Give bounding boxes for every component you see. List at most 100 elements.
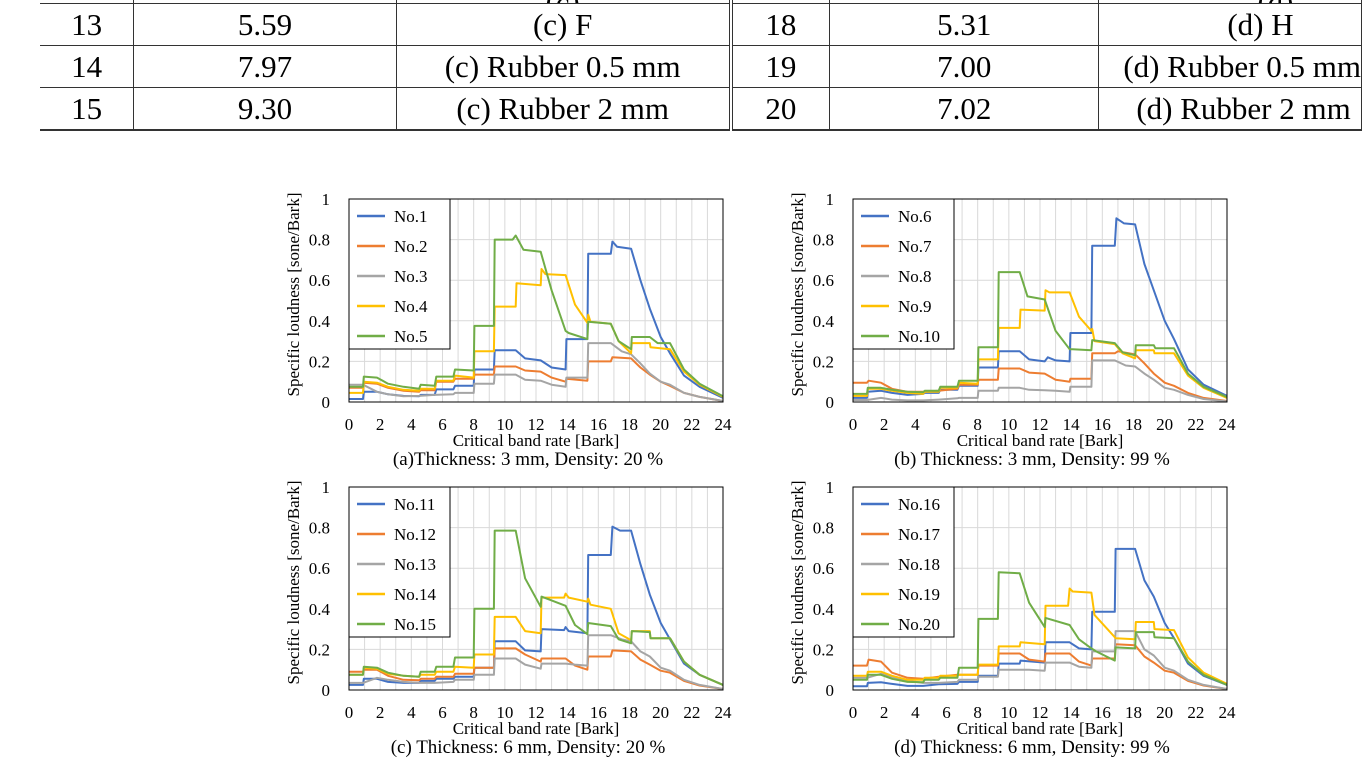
legend-label: No.17 — [898, 525, 941, 544]
x-tick-label: 10 — [1000, 703, 1017, 722]
y-axis-label: Specific loudness [sone/Bark] — [788, 481, 807, 685]
x-tick-label: 22 — [683, 703, 700, 722]
x-tick-label: 22 — [1187, 415, 1204, 434]
legend-label: No.2 — [394, 237, 428, 256]
condition-left: (c) F — [395, 3, 733, 46]
x-tick-label: 24 — [1219, 415, 1237, 434]
x-tick-label: 20 — [652, 703, 669, 722]
y-tick-label: 0.8 — [309, 519, 330, 538]
y-tick-label: 0.8 — [309, 231, 330, 250]
legend-label: No.6 — [898, 207, 932, 226]
series-line-no-10 — [853, 271, 1228, 398]
y-tick-label: 0.8 — [813, 231, 834, 250]
chart-a: 00.20.40.60.810 2 4 6 8 10 12 14 16 18 20 22 24Criti… — [284, 190, 733, 470]
x-tick-label: 24 — [715, 415, 733, 434]
y-tick-label: 1 — [322, 190, 331, 209]
x-tick-label: 20 — [652, 415, 669, 434]
x-tick-label: 20 — [1156, 703, 1173, 722]
legend-label: No.5 — [394, 327, 428, 346]
y-tick-label: 0.6 — [813, 271, 834, 290]
condition-right: (d) H — [1098, 3, 1362, 46]
x-tick-label: 0 — [849, 703, 858, 722]
y-tick-label: 0.4 — [813, 312, 835, 331]
legend: No.1 No.2 No.3 No.4 No.5 — [348, 198, 451, 350]
x-tick-label: 22 — [683, 415, 700, 434]
legend-box — [852, 198, 955, 350]
sample-no-right: 20 — [730, 87, 831, 131]
legend-label: No.8 — [898, 267, 932, 286]
legend-label: No.16 — [898, 495, 940, 514]
loudness-value-right: 7.02 — [829, 87, 1100, 131]
x-tick-label: 16 — [590, 703, 607, 722]
series-line-no-13 — [349, 634, 724, 690]
x-tick-label: 14 — [1063, 703, 1081, 722]
x-tick-label: 0 — [345, 703, 354, 722]
loudness-value-right: 5.31 — [829, 3, 1100, 46]
y-tick-label: 0.2 — [813, 352, 834, 371]
partial-cell-text: (c) — [545, 0, 579, 3]
x-tick-label: 0 — [849, 415, 858, 434]
y-tick-label: 0.6 — [309, 559, 330, 578]
y-tick-label: 0.2 — [813, 640, 834, 659]
condition-left: (c) Rubber 0.5 mm — [395, 45, 733, 88]
chart-d: 00.20.40.60.810 2 4 6 8 10 12 14 16 18 20 22 24Criti… — [788, 478, 1237, 758]
x-tick-label: 12 — [1032, 703, 1049, 722]
series-line-no-19 — [853, 587, 1228, 685]
x-tick-label: 18 — [621, 415, 638, 434]
x-axis-label: Critical band rate [Bark] — [957, 719, 1124, 738]
series-line-no-8 — [853, 359, 1228, 403]
x-tick-label: 6 — [942, 415, 951, 434]
x-tick-label: 8 — [469, 703, 478, 722]
y-tick-label: 1 — [826, 190, 835, 209]
sample-no-right: 18 — [730, 3, 831, 46]
x-tick-label: 4 — [911, 703, 920, 722]
table-row: 14 7.97 (c) Rubber 0.5 mm 19 7.00 (d) Ru… — [40, 45, 1362, 88]
legend: No.16 No.17 No.18 No.19 No.20 — [852, 486, 955, 638]
legend-label: No.13 — [394, 555, 436, 574]
legend-label: No.14 — [394, 585, 437, 604]
condition-right: (d) Rubber 2 mm — [1098, 87, 1362, 131]
x-tick-label: 14 — [1063, 415, 1081, 434]
sample-no-left: 14 — [40, 45, 135, 88]
legend-box — [852, 486, 955, 638]
x-tick-label: 6 — [438, 703, 447, 722]
x-tick-label: 0 — [345, 415, 354, 434]
table-row: 15 9.30 (c) Rubber 2 mm 20 7.02 (d) Rubb… — [40, 87, 1362, 131]
y-tick-label: 0.8 — [813, 519, 834, 538]
y-tick-label: 0.2 — [309, 640, 330, 659]
y-tick-label: 0 — [826, 393, 835, 412]
y-tick-label: 0.6 — [309, 271, 330, 290]
series-line-no-17 — [853, 643, 1228, 690]
legend-label: No.10 — [898, 327, 940, 346]
legend: No.11 No.12 No.13 No.14 No.15 — [348, 486, 451, 638]
y-tick-label: 0.4 — [309, 600, 331, 619]
table-row: 13 5.59 (c) F 18 5.31 (d) H — [40, 3, 1362, 46]
series-line-no-4 — [349, 268, 724, 398]
legend-label: No.20 — [898, 615, 940, 634]
x-tick-label: 8 — [973, 415, 982, 434]
partial-cell-text: (d) — [1257, 0, 1293, 3]
y-tick-label: 0 — [826, 681, 835, 700]
chart-caption: (d) Thickness: 6 mm, Density: 99 % — [894, 737, 1170, 758]
loudness-value-left: 7.97 — [133, 45, 397, 88]
x-tick-label: 24 — [1219, 703, 1237, 722]
x-tick-label: 8 — [469, 415, 478, 434]
sample-no-left: 13 — [40, 3, 135, 46]
x-tick-label: 18 — [1125, 415, 1142, 434]
series-line-no-12 — [349, 647, 724, 690]
x-tick-label: 16 — [1094, 415, 1111, 434]
y-tick-label: 0.6 — [813, 559, 834, 578]
loudness-value-left: 5.59 — [133, 3, 397, 46]
x-tick-label: 22 — [1187, 703, 1204, 722]
x-tick-label: 4 — [407, 703, 416, 722]
y-tick-label: 0 — [322, 393, 331, 412]
results-table: (c) (d) 13 5.59 (c) F 18 5.31 (d) H 14 7… — [40, 0, 1362, 131]
x-tick-label: 2 — [376, 415, 385, 434]
y-tick-label: 0 — [322, 681, 331, 700]
x-tick-label: 12 — [528, 415, 545, 434]
legend-box — [348, 486, 451, 638]
chart-b: 00.20.40.60.810 2 4 6 8 10 12 14 16 18 20 22 24Criti… — [788, 190, 1237, 470]
sample-no-left: 15 — [40, 87, 135, 131]
y-tick-label: 0.4 — [813, 600, 835, 619]
sample-no-right: 19 — [730, 45, 831, 88]
